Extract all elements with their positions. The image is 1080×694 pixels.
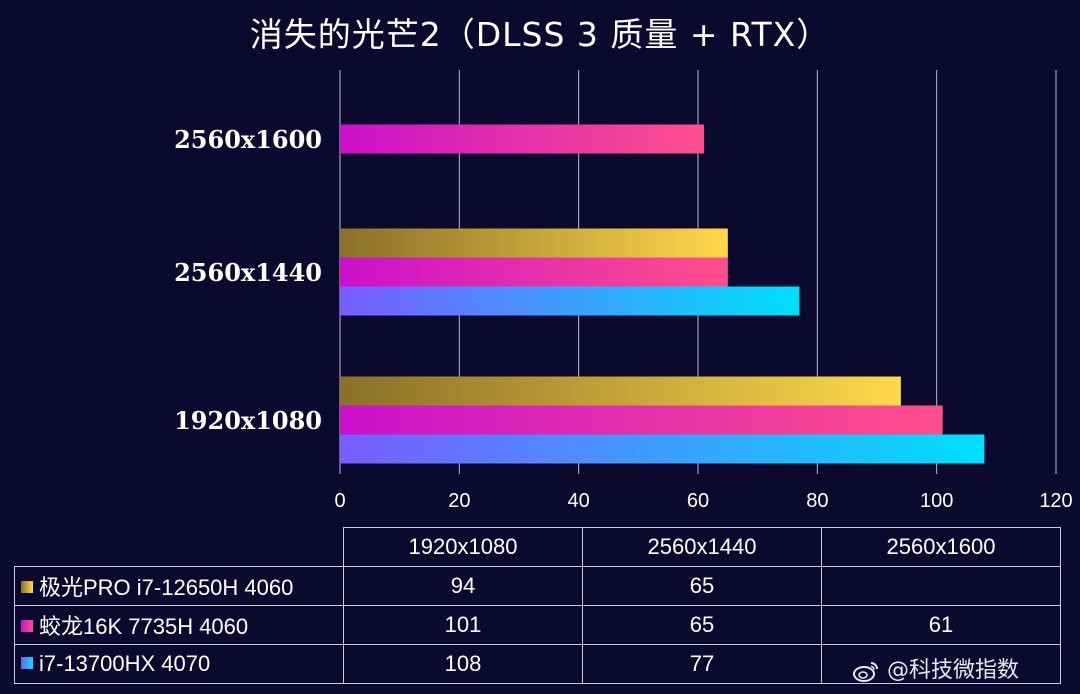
table-row: 极光PRO i7-12650H 4060 94 65 <box>14 566 1061 606</box>
weibo-icon <box>853 662 878 682</box>
bar-1920x1080-series-2 <box>340 405 943 435</box>
table-cell: 65 <box>582 605 822 645</box>
table-cell: 65 <box>582 566 822 606</box>
legend-label: i7-13700HX 4070 <box>39 651 211 676</box>
legend-swatch <box>21 620 33 633</box>
table-row: i7-13700HX 4070 108 77 <box>14 644 1061 684</box>
bars <box>340 124 985 464</box>
category-label: 2560x1600 <box>174 125 322 154</box>
bar-2560x1440-series-2 <box>340 257 728 287</box>
table-column-header: 1920x1080 <box>343 527 583 567</box>
x-tick-label: 60 <box>687 490 709 512</box>
table-column-header: 2560x1440 <box>582 527 822 567</box>
table-corner <box>15 528 344 567</box>
legend-label: 蛟龙16K 7735H 4060 <box>39 614 249 639</box>
x-tick-label: 120 <box>1039 490 1072 512</box>
legend-swatch <box>21 657 33 670</box>
legend-entry: 蛟龙16K 7735H 4060 <box>14 605 344 645</box>
x-tick-label: 80 <box>806 490 828 512</box>
bar-2560x1440-series-3 <box>340 286 800 316</box>
table-cell <box>821 566 1061 606</box>
category-labels: 1920x1080 2560x1440 2560x1600 <box>174 125 322 435</box>
watermark-text: @科技微指数 <box>887 658 1020 683</box>
table-cell: 101 <box>343 605 583 645</box>
legend-entry: i7-13700HX 4070 <box>14 644 344 684</box>
legend-entry: 极光PRO i7-12650H 4060 <box>14 566 344 606</box>
x-axis: 0 20 40 60 80 100 120 <box>334 490 1072 512</box>
bar-2560x1600-series-2 <box>340 124 704 154</box>
table-cell: 77 <box>582 644 822 684</box>
legend-label: 极光PRO i7-12650H 4060 <box>39 575 294 600</box>
data-table: 1920x1080 2560x1440 2560x1600 极光PRO i7-1265… <box>14 527 1061 684</box>
table-column-header: 2560x1600 <box>821 527 1061 567</box>
chart-title: 消失的光芒2（DLSS 3 质量 + RTX） <box>249 15 831 54</box>
x-tick-label: 0 <box>334 490 345 512</box>
table-header-row: 1920x1080 2560x1440 2560x1600 <box>15 527 1061 567</box>
table-cell: 94 <box>343 566 583 606</box>
category-label: 1920x1080 <box>174 406 322 435</box>
table-cell: 108 <box>343 644 583 684</box>
x-tick-label: 40 <box>568 490 590 512</box>
x-tick-label: 100 <box>920 490 953 512</box>
bar-1920x1080-series-1 <box>340 376 901 406</box>
legend-swatch <box>21 581 33 594</box>
bar-1920x1080-series-3 <box>340 434 985 464</box>
category-label: 2560x1440 <box>174 258 322 287</box>
table-cell: 61 <box>821 605 1061 645</box>
x-tick-label: 20 <box>448 490 470 512</box>
bar-chart: 0 20 40 60 80 100 120 1920x1080 2560x1440 2560x1… <box>174 70 1073 512</box>
table-row: 蛟龙16K 7735H 4060 101 65 61 <box>14 605 1061 645</box>
bar-2560x1440-series-1 <box>340 228 728 258</box>
watermark: @科技微指数 <box>852 652 1019 684</box>
